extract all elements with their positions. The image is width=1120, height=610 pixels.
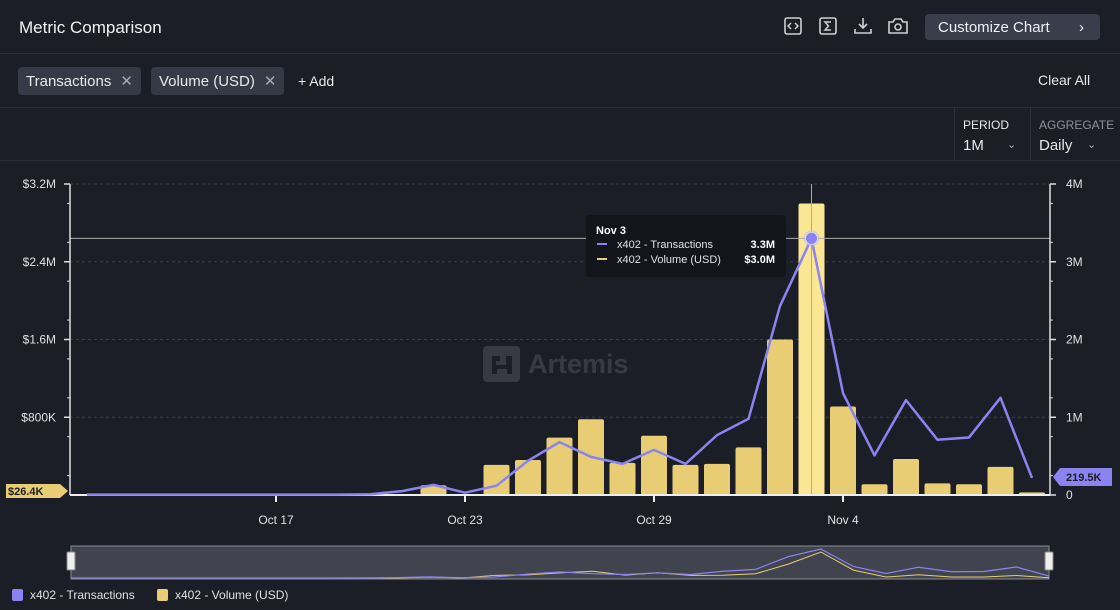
metric-tag-transactions[interactable]: Transactions ✕ [18,67,141,95]
legend-label: x402 - Volume (USD) [175,588,289,602]
tooltip-series-value: 3.3M [751,239,775,251]
volume-bar [672,464,699,495]
volume-bar [735,447,762,495]
tag-label: Volume (USD) [159,72,255,90]
metric-filter-bar: Transactions ✕ Volume (USD) ✕ + Add Clear … [0,54,1120,108]
right-tick-label: 4M [1066,177,1083,191]
metric-tag-volume[interactable]: Volume (USD) ✕ [151,67,285,95]
right-tick-label: 2M [1066,333,1083,347]
volume-bar [924,483,951,495]
page-title: Metric Comparison [19,18,162,37]
last-transactions-label: 219.5K [1066,472,1102,484]
tooltip-series-value: $3.0M [744,254,775,266]
period-value: 1M [963,137,984,154]
left-tick-label: $2.4M [23,255,56,269]
tooltip-series-name: x402 - Volume (USD) [617,254,721,266]
add-metric-button[interactable]: + Add [298,73,335,89]
close-icon[interactable]: ✕ [120,73,133,90]
legend-item-volume[interactable]: x402 - Volume (USD) [157,588,288,602]
period-select[interactable]: PERIOD 1M ⌄ [954,108,1031,160]
volume-bar [546,437,573,495]
highlight-point [805,231,818,245]
chart-header: Metric Comparison Customize Chart › [0,0,1120,54]
svg-text:Artemis: Artemis [528,349,629,379]
x-tick-label: Nov 4 [827,513,859,527]
legend-item-transactions[interactable]: x402 - Transactions [12,588,135,602]
navigator-handle[interactable] [1044,551,1054,571]
camera-icon[interactable] [887,15,909,37]
volume-bar [987,466,1014,495]
aggregate-label: AGGREGATE [1039,118,1115,132]
aggregate-value: Daily [1039,137,1073,154]
legend-swatch [157,589,168,601]
legend-label: x402 - Transactions [30,588,135,602]
left-tick-label: $800K [21,410,56,424]
volume-bar [767,339,793,495]
right-tick-label: 1M [1066,410,1083,424]
navigator-handle[interactable] [66,551,76,571]
tooltip-series-name: x402 - Transactions [617,239,713,251]
chevron-down-icon: ⌄ [1087,139,1097,151]
right-tick-label: 0 [1066,488,1073,502]
transactions-line [87,237,1034,496]
period-label: PERIOD [963,118,1010,132]
clear-all-button[interactable]: Clear All [1038,72,1091,88]
customize-chart-button[interactable]: Customize Chart › [925,14,1100,40]
volume-bar [956,484,982,495]
last-volume-label: $26.4K [8,486,44,498]
legend-swatch [12,589,23,601]
customize-chart-label: Customize Chart [938,18,1050,36]
artemis-watermark: Artemis [483,346,629,382]
navigator-transactions-line [71,548,1050,579]
volume-bar [515,460,541,495]
tooltip [586,215,786,277]
tag-label: Transactions [26,72,112,90]
divider [0,160,1120,161]
volume-bar [704,463,730,495]
volume-bar [893,459,919,495]
last-transactions-badge [1053,468,1112,486]
left-tick-label: $3.2M [23,177,56,191]
range-navigator [70,545,1050,580]
volume-bar [861,484,888,495]
aggregate-select[interactable]: AGGREGATE Daily ⌄ [1030,108,1120,160]
tooltip-date: Nov 3 [596,225,626,237]
left-tick-label: $1.6M [23,333,56,347]
embed-code-icon[interactable] [782,15,804,37]
x-tick-label: Oct 23 [447,513,483,527]
last-volume-badge [6,484,68,498]
volume-bar [609,462,636,495]
volume-bar [830,406,856,495]
sigma-icon[interactable] [817,15,839,37]
close-icon[interactable]: ✕ [263,73,277,90]
chevron-down-icon: ⌄ [1007,139,1017,151]
x-tick-label: Oct 29 [636,513,672,527]
x-tick-label: Oct 17 [258,513,294,527]
volume-bar [641,435,667,495]
right-tick-label: 3M [1066,255,1083,269]
chevron-right-icon: › [1079,18,1084,36]
download-icon[interactable] [852,15,874,37]
